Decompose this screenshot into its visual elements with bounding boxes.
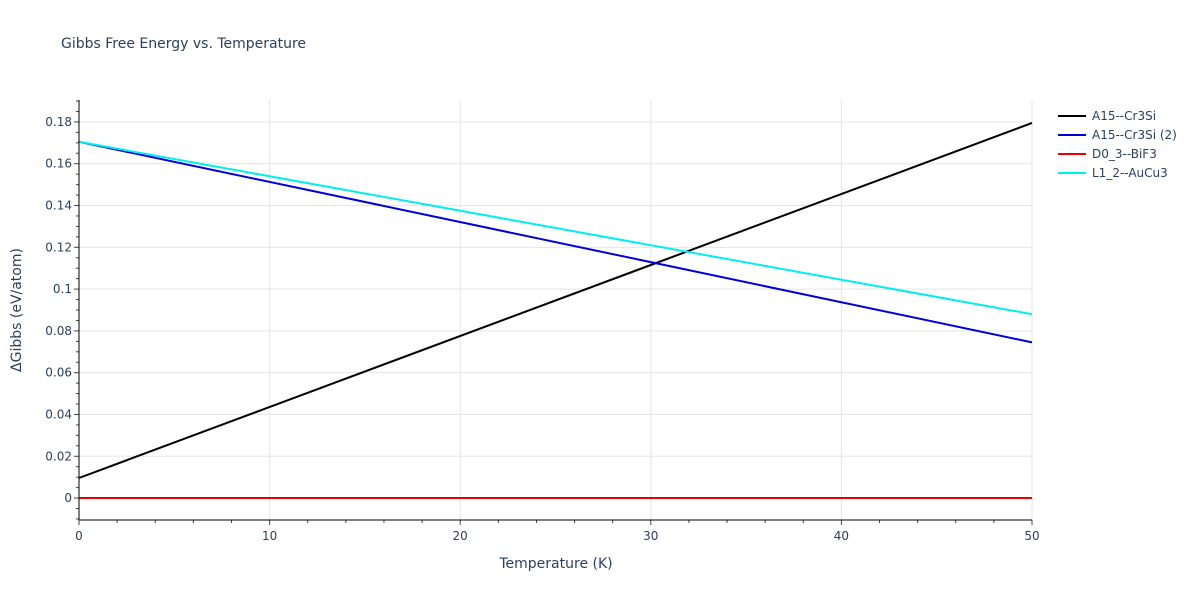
y-tick-label: 0.02 xyxy=(45,449,72,463)
legend-item[interactable]: A15--Cr3Si xyxy=(1058,106,1177,125)
trace-line[interactable] xyxy=(78,122,1033,479)
y-axis-title: ΔGibbs (eV/atom) xyxy=(9,248,25,372)
x-tick-label: 50 xyxy=(1024,529,1039,543)
tick-labels: 0 10 20 30 40 50 0 0.02 0.04 0.06 0.08 0.1 0.12 0.14 0… xyxy=(45,115,1039,543)
trace-line[interactable] xyxy=(78,140,1033,344)
legend-label: A15--Cr3Si xyxy=(1092,108,1157,123)
x-tick-label: 10 xyxy=(262,529,277,543)
legend-item[interactable]: L1_2--AuCu3 xyxy=(1058,163,1177,182)
axes xyxy=(78,100,1032,521)
legend-label: L1_2--AuCu3 xyxy=(1092,165,1168,180)
chart-title: Gibbs Free Energy vs. Temperature xyxy=(61,36,307,52)
y-tick-label: 0.18 xyxy=(45,115,72,129)
legend-swatch-icon xyxy=(1058,133,1086,136)
y-tick-label: 0.16 xyxy=(45,157,72,171)
y-tick-label: 0.12 xyxy=(45,240,72,254)
trace-line[interactable] xyxy=(78,140,1033,316)
legend-label: D0_3--BiF3 xyxy=(1092,146,1157,161)
y-tick-label: 0.06 xyxy=(45,366,72,380)
x-tick-label: 40 xyxy=(834,529,849,543)
legend-swatch-icon xyxy=(1058,171,1086,174)
traces xyxy=(78,122,1033,500)
y-tick-label: 0 xyxy=(64,491,72,505)
y-tick-label: 0.04 xyxy=(45,407,72,421)
legend: A15--Cr3Si A15--Cr3Si (2) D0_3--BiF3 L1_2--… xyxy=(1058,106,1177,182)
legend-item[interactable]: D0_3--BiF3 xyxy=(1058,144,1177,163)
y-tick-label: 0.08 xyxy=(45,324,72,338)
gridlines xyxy=(79,100,1033,520)
legend-item[interactable]: A15--Cr3Si (2) xyxy=(1058,125,1177,144)
legend-swatch-icon xyxy=(1058,152,1086,155)
x-tick-label: 20 xyxy=(453,529,468,543)
x-tick-label: 0 xyxy=(75,529,83,543)
legend-label: A15--Cr3Si (2) xyxy=(1092,127,1177,142)
y-tick-label: 0.1 xyxy=(53,282,72,296)
legend-swatch-icon xyxy=(1058,114,1086,117)
x-axis-title: Temperature (K) xyxy=(498,556,612,572)
x-tick-label: 30 xyxy=(643,529,658,543)
y-tick-label: 0.14 xyxy=(45,199,72,213)
